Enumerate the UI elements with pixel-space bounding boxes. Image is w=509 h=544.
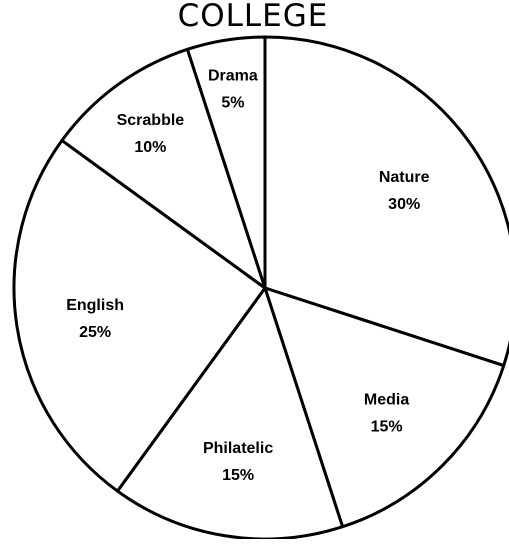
- pie-slice-nature: [263, 35, 509, 368]
- pie-slice-english: [12, 138, 267, 493]
- slice-label-media: Media: [364, 392, 409, 409]
- pie-slice-philatelic: [115, 286, 345, 541]
- slice-label-drama: Drama: [208, 68, 258, 85]
- slice-label-english: English: [66, 297, 124, 314]
- slice-value-english: 25%: [79, 324, 111, 341]
- slice-label-nature: Nature: [379, 169, 430, 186]
- chart-title: COLLEGE: [177, 0, 329, 34]
- pie-slice-drama: [185, 35, 267, 290]
- slice-label-philatelic: Philatelic: [203, 440, 273, 457]
- pie-slice-scrabble: [60, 47, 267, 290]
- slice-value-media: 15%: [371, 419, 403, 436]
- slice-label-scrabble: Scrabble: [117, 112, 185, 129]
- slice-value-nature: 30%: [388, 196, 420, 213]
- slice-value-drama: 5%: [221, 95, 244, 112]
- slice-value-philatelic: 15%: [222, 467, 254, 484]
- slice-value-scrabble: 10%: [134, 139, 166, 156]
